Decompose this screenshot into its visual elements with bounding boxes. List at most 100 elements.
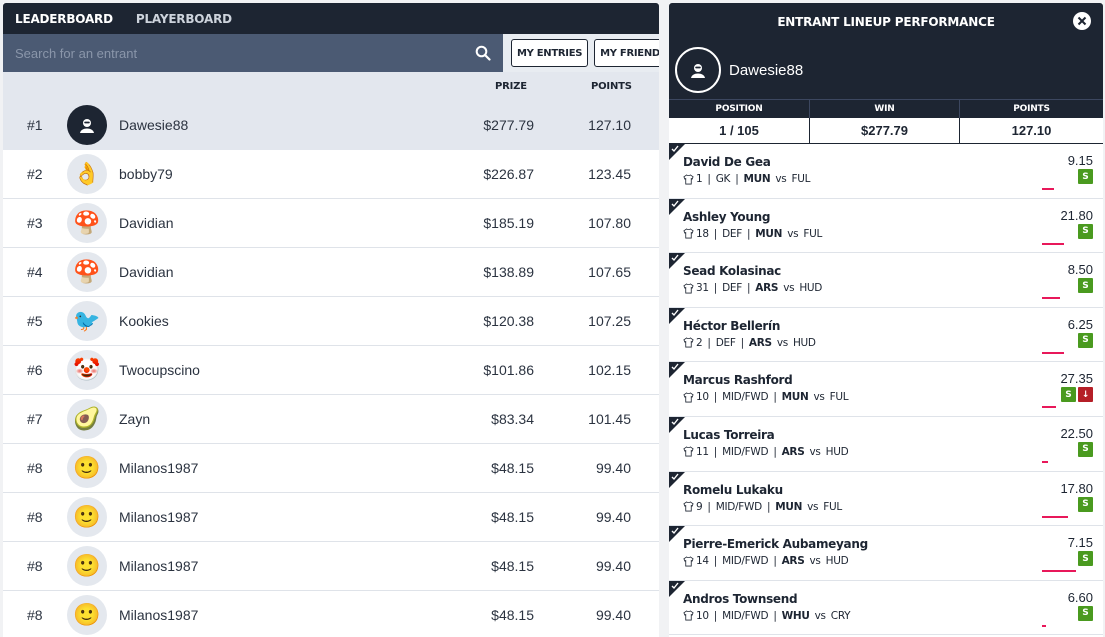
check-icon bbox=[671, 473, 679, 480]
rank: #8 bbox=[27, 558, 43, 574]
avatar: 🍄 bbox=[67, 203, 107, 243]
vs-text: vs bbox=[811, 609, 829, 622]
entrant-name[interactable]: Milanos1987 bbox=[119, 460, 199, 476]
entrant-name[interactable]: Milanos1987 bbox=[119, 509, 199, 525]
entrant-name[interactable]: Milanos1987 bbox=[119, 607, 199, 623]
tab-playerboard[interactable]: PLAYERBOARD bbox=[135, 11, 232, 26]
shirt-icon bbox=[683, 173, 694, 184]
list-item[interactable]: Sead Kolasinac 31 | DEF | ARS vs HUD 8.5… bbox=[669, 253, 1103, 308]
checked-corner bbox=[669, 416, 685, 433]
search-icon[interactable] bbox=[475, 45, 491, 61]
smile-icon: 🙂 bbox=[73, 602, 101, 627]
table-row[interactable]: #4 🍄 Davidian $138.89 107.65 bbox=[3, 248, 659, 297]
entrant-name[interactable]: Davidian bbox=[119, 215, 174, 231]
opponent: FUL bbox=[829, 391, 849, 404]
player-badges: S bbox=[1078, 605, 1093, 621]
separator: | bbox=[710, 282, 721, 295]
entrant-name[interactable]: Dawesie88 bbox=[119, 117, 189, 133]
vs-text: vs bbox=[806, 555, 824, 568]
close-icon bbox=[1077, 16, 1087, 26]
separator: | bbox=[770, 555, 780, 568]
mushroom-icon: 🍄 bbox=[73, 210, 101, 235]
list-item[interactable]: Lucas Torreira 11 | MID/FWD | ARS vs HUD… bbox=[669, 416, 1103, 472]
table-row[interactable]: #8 🙂 Milanos1987 $48.15 99.40 bbox=[3, 444, 659, 493]
check-icon bbox=[671, 254, 679, 262]
starter-badge: S bbox=[1078, 551, 1093, 567]
table-row[interactable]: #5 🐦 Kookies $120.38 107.25 bbox=[3, 297, 659, 346]
opponent: CRY bbox=[830, 609, 851, 622]
points: 99.40 bbox=[595, 460, 631, 476]
search-input[interactable] bbox=[15, 45, 455, 61]
check-icon bbox=[671, 145, 679, 153]
list-item[interactable]: Andros Townsend 10 | MID/FWD | WHU vs CR… bbox=[669, 580, 1103, 636]
checked-corner bbox=[669, 198, 685, 215]
checked-corner bbox=[669, 362, 685, 379]
prize: $83.34 bbox=[491, 411, 534, 427]
smile-icon: 🙂 bbox=[73, 455, 101, 480]
table-row[interactable]: #8 🙂 Milanos1987 $48.15 99.40 bbox=[3, 493, 659, 542]
progress-bar bbox=[1042, 515, 1082, 518]
entrant-name[interactable]: Twocupscino bbox=[119, 362, 200, 378]
shirt-icon bbox=[683, 501, 694, 512]
points: 102.15 bbox=[588, 362, 631, 378]
entrant-name[interactable]: Milanos1987 bbox=[119, 558, 199, 574]
panel-header: ENTRANT LINEUP PERFORMANCE bbox=[669, 3, 1103, 41]
list-item[interactable]: Marcus Rashford 10 | MID/FWD | MUN vs FU… bbox=[669, 362, 1103, 417]
table-row[interactable]: #3 🍄 Davidian $185.19 107.80 bbox=[3, 199, 659, 248]
list-item[interactable]: Pierre-Emerick Aubameyang 14 | MID/FWD |… bbox=[669, 526, 1103, 581]
my-entries-button[interactable]: MY ENTRIES bbox=[511, 39, 589, 67]
player-name: Pierre-Emerick Aubameyang bbox=[683, 537, 868, 552]
player-badges: S bbox=[1078, 496, 1093, 512]
list-item[interactable]: Héctor Bellerín 2 | DEF | ARS vs HUD 6.2… bbox=[669, 307, 1103, 363]
starter-badge: S bbox=[1078, 332, 1093, 348]
avatar: 🙂 bbox=[67, 497, 107, 537]
separator: | bbox=[737, 336, 747, 349]
starter-badge: S bbox=[1078, 441, 1093, 457]
check-icon bbox=[671, 418, 679, 426]
my-friends-button[interactable]: MY FRIENDS bbox=[594, 39, 659, 67]
list-item[interactable]: David De Gea 1 | GK | MUN vs FUL 9.15 S bbox=[669, 144, 1103, 199]
rank: #4 bbox=[27, 264, 43, 280]
avatar bbox=[675, 47, 721, 93]
avocado-icon: 🥑 bbox=[73, 406, 101, 431]
player-badges: S bbox=[1078, 278, 1093, 294]
list-item[interactable]: Romelu Lukaku 9 | MID/FWD | MUN vs FUL 1… bbox=[669, 471, 1103, 527]
vs-text: vs bbox=[773, 336, 791, 349]
leaderboard-panel: LEADERBOARD PLAYERBOARD MY ENTRIES MY FR… bbox=[3, 3, 659, 637]
list-item[interactable]: Ashley Young 18 | DEF | MUN vs FUL 21.80… bbox=[669, 198, 1103, 254]
table-row[interactable]: #8 🙂 Milanos1987 $48.15 99.40 bbox=[3, 591, 659, 637]
lineup-panel: ENTRANT LINEUP PERFORMANCE Dawesie88 POS… bbox=[669, 3, 1103, 637]
player-meta: 11 | MID/FWD | ARS vs HUD bbox=[683, 445, 849, 458]
player-points: 21.80 bbox=[1060, 207, 1093, 223]
entrant-name[interactable]: Davidian bbox=[119, 264, 174, 280]
team: ARS bbox=[781, 445, 805, 458]
prize: $277.79 bbox=[483, 117, 534, 133]
progress-fill bbox=[1042, 624, 1046, 627]
position: MID/FWD bbox=[715, 500, 762, 513]
opponent: FUL bbox=[803, 227, 823, 240]
entrant-name[interactable]: bobby79 bbox=[119, 166, 173, 182]
table-row[interactable]: #1 Dawesie88 $277.79 127.10 bbox=[3, 100, 659, 150]
close-button[interactable] bbox=[1073, 12, 1091, 30]
entrant-header: Dawesie88 bbox=[669, 41, 1103, 99]
entrant-name[interactable]: Kookies bbox=[119, 313, 169, 329]
progress-fill bbox=[1042, 242, 1064, 245]
table-row[interactable]: #2 👌 bobby79 $226.87 123.45 bbox=[3, 150, 659, 199]
table-row[interactable]: #8 🙂 Milanos1987 $48.15 99.40 bbox=[3, 542, 659, 591]
points: 127.10 bbox=[588, 117, 631, 133]
tab-bar: LEADERBOARD PLAYERBOARD bbox=[3, 3, 659, 34]
separator: | bbox=[704, 173, 714, 185]
table-row[interactable]: #7 🥑 Zayn $83.34 101.45 bbox=[3, 395, 659, 444]
user-silhouette-icon bbox=[691, 64, 705, 78]
smile-icon: 🙂 bbox=[73, 504, 101, 529]
separator: | bbox=[710, 609, 721, 622]
vs-text: vs bbox=[804, 500, 822, 513]
player-badges: S bbox=[1078, 332, 1093, 348]
starter-badge: S bbox=[1078, 223, 1093, 239]
table-row[interactable]: #6 🤡 Twocupscino $101.86 102.15 bbox=[3, 346, 659, 395]
vs-text: vs bbox=[784, 227, 802, 240]
opponent: HUD bbox=[825, 555, 849, 568]
tab-leaderboard[interactable]: LEADERBOARD bbox=[15, 11, 113, 26]
entrant-name[interactable]: Zayn bbox=[119, 411, 151, 427]
clown-icon: 🤡 bbox=[73, 357, 101, 382]
